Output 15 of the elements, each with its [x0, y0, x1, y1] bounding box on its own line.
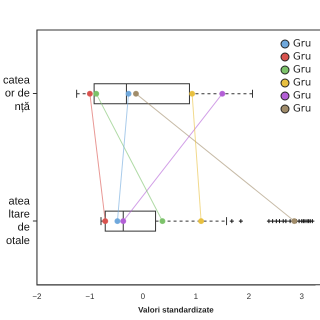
x-tick-label: 2 [246, 292, 252, 301]
x-tick-label: 1 [194, 292, 199, 301]
x-tick-label: 0 [140, 292, 146, 301]
x-tick-label: −1 [85, 292, 95, 301]
x-tick-label: 3 [300, 292, 305, 301]
y-tick-label: catea or de nță [2, 74, 31, 113]
legend-label: Gru [293, 90, 312, 102]
legend-label: Gru [293, 104, 312, 115]
legend-label: Gru [293, 38, 312, 50]
legend-label: Gru [293, 78, 312, 89]
y-tick-label: atea ltare de otale [6, 195, 31, 247]
x-tick-label: −2 [32, 292, 42, 301]
legend-label: Gru [293, 64, 312, 76]
x-axis-title: Valori standardizate [138, 305, 214, 314]
legend-label: Gru [293, 52, 312, 63]
